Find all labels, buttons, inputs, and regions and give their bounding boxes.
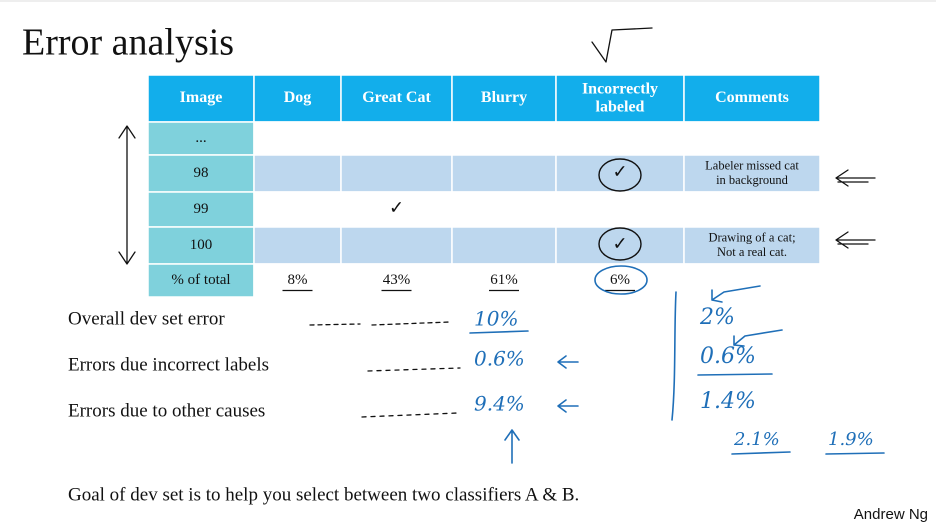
comment: Labeler missed cat in background — [705, 159, 799, 187]
cell-text: 99 — [194, 201, 209, 217]
header-label: Incorrectly labeled — [582, 80, 658, 115]
cell — [253, 226, 342, 265]
cell — [340, 263, 453, 298]
cell — [451, 226, 557, 265]
cell-text: 98 — [194, 165, 209, 181]
cell-text: % of total — [171, 272, 230, 288]
underline — [469, 330, 529, 334]
cell — [147, 121, 255, 156]
cell-text: 8% — [288, 272, 308, 288]
hand-value: 1.4% — [700, 389, 756, 414]
header-label: Blurry — [481, 89, 527, 106]
cell-text: 6% — [610, 272, 630, 288]
underline — [697, 373, 773, 376]
cell — [147, 263, 255, 298]
cell — [683, 226, 821, 265]
cell — [253, 121, 342, 156]
cell-text: 61% — [490, 272, 518, 288]
cell — [147, 226, 255, 265]
line-label: Errors due incorrect labels — [68, 354, 269, 375]
cell — [555, 121, 685, 156]
arrow — [733, 329, 783, 347]
cell — [451, 121, 557, 156]
underline — [825, 452, 885, 455]
hand-value: 0.6% — [474, 347, 525, 371]
cell — [683, 121, 821, 156]
line-label: Errors due to other causes — [68, 400, 265, 421]
cell — [451, 263, 557, 298]
cell-text: ... — [195, 130, 206, 146]
header-cell — [683, 74, 821, 123]
cell — [555, 154, 685, 193]
cell-text: 100 — [190, 237, 213, 253]
underline — [731, 451, 791, 455]
arrow — [504, 429, 520, 464]
hand-value: 2% — [699, 305, 735, 330]
cell — [555, 191, 685, 228]
cell — [340, 154, 453, 193]
leader — [367, 367, 461, 372]
header-cell — [147, 74, 255, 123]
line-label: Overall dev set error — [68, 308, 225, 329]
cell — [340, 121, 453, 156]
leader — [309, 321, 471, 326]
cell — [683, 263, 821, 298]
arrow — [557, 355, 579, 369]
leader — [361, 412, 459, 418]
hand-value: 2.1% — [733, 429, 780, 450]
header-cell — [340, 74, 453, 123]
cell-text: 43% — [383, 272, 411, 288]
cell — [340, 226, 453, 265]
check-mark: ✓ — [612, 162, 627, 182]
annotations — [118, 27, 885, 464]
double-arrow — [118, 125, 136, 265]
cell — [147, 154, 255, 193]
arrow — [711, 285, 761, 303]
check-mark: ✓ — [612, 234, 627, 254]
header-label: Dog — [284, 89, 312, 106]
comment: Drawing of a cat; Not a real cat. — [708, 231, 795, 259]
lower-text: Overall dev set error 10% 2% Errors due inc… — [68, 305, 874, 450]
cell — [253, 191, 342, 228]
circle — [598, 158, 642, 192]
hand-value: 10% — [474, 307, 518, 331]
cell — [451, 191, 557, 228]
hand-value: 9.4% — [474, 392, 525, 416]
table: Image Dog Great Cat Blurry Incorrectly labele… — [147, 74, 821, 298]
circle — [598, 227, 642, 261]
cell — [253, 154, 342, 193]
header-label: Comments — [715, 89, 789, 106]
cell — [451, 154, 557, 193]
header-cell — [451, 74, 557, 123]
goal: Goal of dev set is to help you select be… — [68, 484, 579, 505]
arrow-98 — [835, 169, 876, 187]
arrow-100 — [835, 231, 876, 249]
hand-value: 1.9% — [828, 429, 874, 450]
check-sketch — [591, 27, 653, 63]
hand-value: 0.6% — [700, 344, 756, 369]
header-label: Great Cat — [362, 89, 431, 106]
arrow — [557, 399, 579, 413]
check-mark: ✓ — [389, 198, 404, 218]
cell — [340, 191, 453, 228]
cell — [147, 191, 255, 228]
divider — [671, 291, 677, 421]
circle — [594, 265, 648, 295]
cell — [683, 191, 821, 228]
cell — [555, 226, 685, 265]
cell — [253, 263, 342, 298]
author: Andrew Ng — [854, 506, 928, 523]
header-label: Image — [180, 89, 223, 106]
slide-title: Error analysis — [22, 22, 234, 64]
